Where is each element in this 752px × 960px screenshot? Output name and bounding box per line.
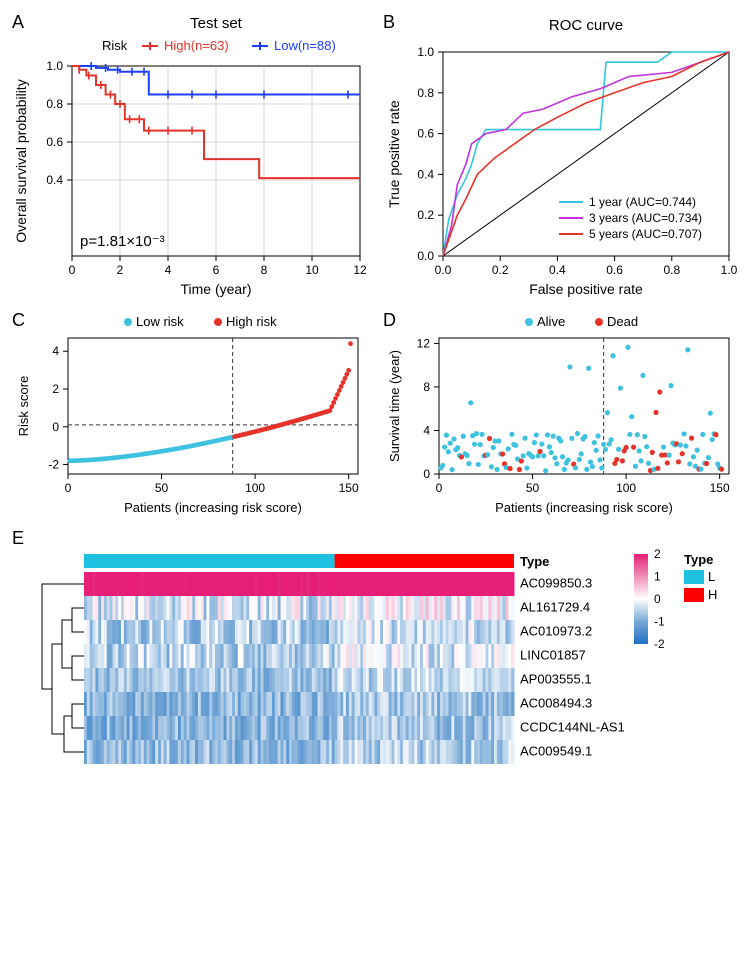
svg-text:0.0: 0.0 xyxy=(417,249,434,263)
svg-text:Survival time (year): Survival time (year) xyxy=(387,350,402,462)
svg-text:Risk: Risk xyxy=(102,38,128,53)
svg-text:ROC curve: ROC curve xyxy=(549,17,623,34)
svg-text:False positive rate: False positive rate xyxy=(529,281,643,297)
svg-text:AC099850.3: AC099850.3 xyxy=(520,576,592,591)
svg-text:CCDC144NL-AS1: CCDC144NL-AS1 xyxy=(520,720,625,735)
svg-text:AC009549.1: AC009549.1 xyxy=(520,744,592,759)
svg-text:High(n=63): High(n=63) xyxy=(164,38,229,53)
svg-text:12: 12 xyxy=(417,336,431,350)
svg-text:Time (year): Time (year) xyxy=(180,281,251,297)
panel-label-B: B xyxy=(383,12,395,33)
svg-text:0: 0 xyxy=(436,481,443,495)
svg-text:0.8: 0.8 xyxy=(46,97,63,111)
svg-text:Type: Type xyxy=(520,554,549,569)
svg-text:4: 4 xyxy=(423,423,430,437)
svg-text:Low(n=88): Low(n=88) xyxy=(274,38,336,53)
svg-text:8: 8 xyxy=(423,380,430,394)
svg-text:High risk: High risk xyxy=(226,314,277,329)
svg-text:0.8: 0.8 xyxy=(663,263,680,277)
svg-text:Overall survival probability: Overall survival probability xyxy=(13,79,29,242)
svg-text:AL161729.4: AL161729.4 xyxy=(520,600,590,615)
km-plot: 0 2 4 6 8 10 12 0.4 0.6 0.8 1.0 Time (year) Overall … xyxy=(10,10,370,300)
survival-scatter-plot: 0 50 100 150 0 4 8 12 Patients (increasing risk … xyxy=(381,308,741,518)
svg-text:LINC01857: LINC01857 xyxy=(520,648,586,663)
svg-text:True positive rate: True positive rate xyxy=(386,100,402,208)
svg-text:Low risk: Low risk xyxy=(136,314,184,329)
svg-text:0.0: 0.0 xyxy=(435,263,452,277)
svg-text:0.4: 0.4 xyxy=(549,263,566,277)
heatmap: Type AC099850.3 AL161729.4 AC010973.2 LINC01… xyxy=(10,526,742,786)
svg-text:0.4: 0.4 xyxy=(46,173,63,187)
svg-text:1.0: 1.0 xyxy=(46,59,63,73)
svg-text:0.8: 0.8 xyxy=(417,86,434,100)
svg-text:12: 12 xyxy=(353,263,367,277)
svg-text:0: 0 xyxy=(423,467,430,481)
svg-text:0.6: 0.6 xyxy=(606,263,623,277)
figure-grid: A 0246810120.40.60.81.0Time (year)Overal… xyxy=(10,10,742,786)
panel-label-E: E xyxy=(12,528,24,549)
svg-text:Dead: Dead xyxy=(607,314,638,329)
risk-score-plot: 0 50 100 150 -2 0 2 4 Patients (increasing risk … xyxy=(10,308,370,518)
svg-text:2: 2 xyxy=(654,547,661,561)
svg-text:p=1.81×10⁻³: p=1.81×10⁻³ xyxy=(80,233,165,250)
svg-text:Test set: Test set xyxy=(190,15,243,32)
svg-text:AC008494.3: AC008494.3 xyxy=(520,696,592,711)
svg-text:0.2: 0.2 xyxy=(417,208,434,222)
svg-text:8: 8 xyxy=(261,263,268,277)
svg-text:-2: -2 xyxy=(654,637,665,651)
svg-text:0: 0 xyxy=(654,592,661,606)
panel-label-C: C xyxy=(12,310,25,331)
svg-text:2: 2 xyxy=(117,263,124,277)
svg-text:0: 0 xyxy=(52,420,59,434)
svg-text:0: 0 xyxy=(69,263,76,277)
svg-text:Alive: Alive xyxy=(537,314,565,329)
svg-text:5 years (AUC=0.707): 5 years (AUC=0.707) xyxy=(589,227,702,241)
svg-text:Patients (increasing risk scor: Patients (increasing risk score) xyxy=(495,500,673,515)
panel-B: B 0.0 0.2 0.4 0.6 0.8 1.0 0.0 0.2 0.4 0.6 0.8 1.0 Fa… xyxy=(381,10,742,300)
panel-label-A: A xyxy=(12,12,24,33)
svg-text:150: 150 xyxy=(339,481,359,495)
svg-text:6: 6 xyxy=(213,263,220,277)
panel-C: C 0 50 100 150 -2 0 2 4 Patients (increasing ris… xyxy=(10,308,371,518)
svg-text:4: 4 xyxy=(165,263,172,277)
svg-text:0.6: 0.6 xyxy=(417,127,434,141)
svg-text:AP003555.1: AP003555.1 xyxy=(520,672,592,687)
svg-text:10: 10 xyxy=(305,263,319,277)
panel-A: A 0 2 4 6 8 10 12 0.4 0.6 0.8 1.0 Time (year) Overal… xyxy=(10,10,371,300)
panel-E: E Type AC099850.3 AL161729.4 AC010973.2 LINC… xyxy=(10,526,742,786)
svg-text:Type: Type xyxy=(684,552,713,567)
svg-text:150: 150 xyxy=(710,481,730,495)
svg-text:1: 1 xyxy=(654,570,661,584)
svg-text:-1: -1 xyxy=(654,615,665,629)
roc-plot: 0.0 0.2 0.4 0.6 0.8 1.0 0.0 0.2 0.4 0.6 0.8 1.0 Fals… xyxy=(381,10,741,300)
svg-text:-2: -2 xyxy=(48,458,59,472)
svg-text:L: L xyxy=(708,569,715,584)
svg-text:0.4: 0.4 xyxy=(417,167,434,181)
panel-D: D 0 50 100 150 0 4 8 12 Patients (increasing ris… xyxy=(381,308,742,518)
panel-label-D: D xyxy=(383,310,396,331)
svg-text:0.6: 0.6 xyxy=(46,135,63,149)
svg-text:50: 50 xyxy=(526,481,540,495)
svg-text:0.2: 0.2 xyxy=(492,263,509,277)
svg-text:1 year (AUC=0.744): 1 year (AUC=0.744) xyxy=(589,195,696,209)
svg-text:4: 4 xyxy=(52,344,59,358)
svg-text:1.0: 1.0 xyxy=(417,45,434,59)
svg-text:H: H xyxy=(708,587,717,602)
svg-text:100: 100 xyxy=(245,481,265,495)
svg-text:3 years (AUC=0.734): 3 years (AUC=0.734) xyxy=(589,211,702,225)
svg-text:Risk score: Risk score xyxy=(16,376,31,437)
svg-text:AC010973.2: AC010973.2 xyxy=(520,624,592,639)
svg-text:50: 50 xyxy=(155,481,169,495)
svg-text:Patients (increasing risk scor: Patients (increasing risk score) xyxy=(124,500,302,515)
svg-text:2: 2 xyxy=(52,382,59,396)
svg-text:0: 0 xyxy=(65,481,72,495)
svg-text:1.0: 1.0 xyxy=(721,263,738,277)
svg-text:100: 100 xyxy=(616,481,636,495)
